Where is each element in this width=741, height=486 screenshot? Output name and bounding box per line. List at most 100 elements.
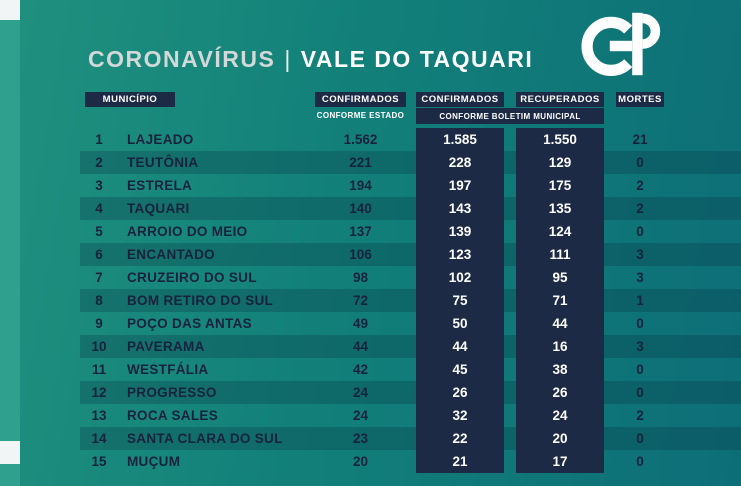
table-row: 14 SANTA CLARA DO SUL 23 22 20 0 xyxy=(0,427,741,450)
confirmed-municipal-value: 75 xyxy=(416,289,504,312)
municipality-name: PAVERAMA xyxy=(127,339,205,354)
municipality-name: ESTRELA xyxy=(127,178,193,193)
left-accent-strip xyxy=(0,0,20,486)
confirmed-state-value: 98 xyxy=(352,270,369,285)
confirmed-municipal-value: 123 xyxy=(416,243,504,266)
confirmed-municipal-value: 32 xyxy=(416,404,504,427)
confirmed-municipal-value: 45 xyxy=(416,358,504,381)
confirmed-state-value: 24 xyxy=(352,408,369,423)
row-number: 7 xyxy=(95,270,103,285)
row-number: 5 xyxy=(95,224,103,239)
deaths-value: 0 xyxy=(636,362,644,377)
row-number: 14 xyxy=(91,431,107,446)
municipality-name: PROGRESSO xyxy=(127,385,217,400)
recovered-value: 129 xyxy=(516,151,604,174)
row-number: 2 xyxy=(95,155,103,170)
row-number: 4 xyxy=(95,201,103,216)
header-confirmados-municipal: CONFIRMADOS xyxy=(416,92,504,107)
row-number: 12 xyxy=(91,385,107,400)
confirmed-state-value: 106 xyxy=(349,247,372,262)
deaths-value: 3 xyxy=(636,339,644,354)
confirmed-municipal-value: 197 xyxy=(416,174,504,197)
municipality-name: CRUZEIRO DO SUL xyxy=(127,270,257,285)
confirmed-state-value: 140 xyxy=(349,201,372,216)
table-row: 7 CRUZEIRO DO SUL 98 102 95 3 xyxy=(0,266,741,289)
title-region: VALE DO TAQUARI xyxy=(300,46,534,72)
confirmed-municipal-value: 50 xyxy=(416,312,504,335)
row-number: 3 xyxy=(95,178,103,193)
table-row: 8 BOM RETIRO DO SUL 72 75 71 1 xyxy=(0,289,741,312)
header-municipio: MUNICÍPIO xyxy=(85,92,175,107)
deaths-value: 0 xyxy=(636,155,644,170)
table-row: 2 TEUTÔNIA 221 228 129 0 xyxy=(0,151,741,174)
recovered-value: 17 xyxy=(516,450,604,473)
deaths-value: 0 xyxy=(636,454,644,469)
municipality-name: SANTA CLARA DO SUL xyxy=(127,431,283,446)
confirmed-municipal-value: 21 xyxy=(416,450,504,473)
gp-logo xyxy=(581,8,669,80)
row-number: 8 xyxy=(95,293,103,308)
recovered-value: 16 xyxy=(516,335,604,358)
table-row: 3 ESTRELA 194 197 175 2 xyxy=(0,174,741,197)
table-row: 12 PROGRESSO 24 26 26 0 xyxy=(0,381,741,404)
municipality-name: ROCA SALES xyxy=(127,408,219,423)
municipality-name: WESTFÁLIA xyxy=(127,362,209,377)
table-row: 10 PAVERAMA 44 44 16 3 xyxy=(0,335,741,358)
recovered-value: 44 xyxy=(516,312,604,335)
municipality-name: ARROIO DO MEIO xyxy=(127,224,248,239)
deaths-value: 2 xyxy=(636,201,644,216)
header-confirmados-estado: CONFIRMADOS xyxy=(315,92,406,107)
municipality-name: ENCANTADO xyxy=(127,247,215,262)
deaths-value: 0 xyxy=(636,224,644,239)
table-row: 4 TAQUARI 140 143 135 2 xyxy=(0,197,741,220)
confirmed-state-value: 49 xyxy=(352,316,369,331)
deaths-value: 3 xyxy=(636,270,644,285)
confirmed-municipal-value: 102 xyxy=(416,266,504,289)
confirmed-state-value: 137 xyxy=(349,224,372,239)
recovered-value: 95 xyxy=(516,266,604,289)
row-number: 13 xyxy=(91,408,107,423)
table-body: 1 LAJEADO 1.562 1.585 1.550 21 2 TEUTÔNIA 221 228… xyxy=(0,128,741,473)
recovered-value: 26 xyxy=(516,381,604,404)
deaths-value: 21 xyxy=(632,132,648,147)
title-separator: | xyxy=(284,46,292,72)
municipality-name: POÇO DAS ANTAS xyxy=(127,316,252,331)
row-number: 15 xyxy=(91,454,107,469)
confirmed-state-value: 23 xyxy=(352,431,369,446)
deaths-value: 3 xyxy=(636,247,644,262)
confirmed-municipal-value: 139 xyxy=(416,220,504,243)
table-row: 5 ARROIO DO MEIO 137 139 124 0 xyxy=(0,220,741,243)
table-row: 15 MUÇUM 20 21 17 0 xyxy=(0,450,741,473)
confirmed-state-value: 20 xyxy=(352,454,369,469)
row-number: 6 xyxy=(95,247,103,262)
confirmed-state-value: 72 xyxy=(352,293,369,308)
title-coronavirus: CORONAVÍRUS xyxy=(88,46,276,72)
confirmed-state-value: 42 xyxy=(352,362,369,377)
recovered-value: 71 xyxy=(516,289,604,312)
table-row: 1 LAJEADO 1.562 1.585 1.550 21 xyxy=(0,128,741,151)
table-row: 11 WESTFÁLIA 42 45 38 0 xyxy=(0,358,741,381)
row-number: 10 xyxy=(91,339,107,354)
strip-notch-top xyxy=(0,0,20,20)
confirmed-municipal-value: 143 xyxy=(416,197,504,220)
recovered-value: 111 xyxy=(516,243,604,266)
row-number: 1 xyxy=(95,132,103,147)
confirmed-state-value: 1.562 xyxy=(343,132,378,147)
confirmed-state-value: 194 xyxy=(349,178,372,193)
table-row: 9 POÇO DAS ANTAS 49 50 44 0 xyxy=(0,312,741,335)
strip-notch-bottom xyxy=(0,441,20,464)
page-title: CORONAVÍRUS | VALE DO TAQUARI xyxy=(88,46,533,73)
confirmed-municipal-value: 26 xyxy=(416,381,504,404)
gp-logo-icon xyxy=(581,12,661,76)
row-number: 11 xyxy=(91,362,107,377)
deaths-value: 0 xyxy=(636,316,644,331)
table-row: 6 ENCANTADO 106 123 111 3 xyxy=(0,243,741,266)
recovered-value: 24 xyxy=(516,404,604,427)
confirmed-state-value: 221 xyxy=(349,155,372,170)
table-row: 13 ROCA SALES 24 32 24 2 xyxy=(0,404,741,427)
confirmed-state-value: 24 xyxy=(352,385,369,400)
municipality-name: TAQUARI xyxy=(127,201,190,216)
municipality-name: MUÇUM xyxy=(127,454,181,469)
confirmed-municipal-value: 44 xyxy=(416,335,504,358)
recovered-value: 38 xyxy=(516,358,604,381)
